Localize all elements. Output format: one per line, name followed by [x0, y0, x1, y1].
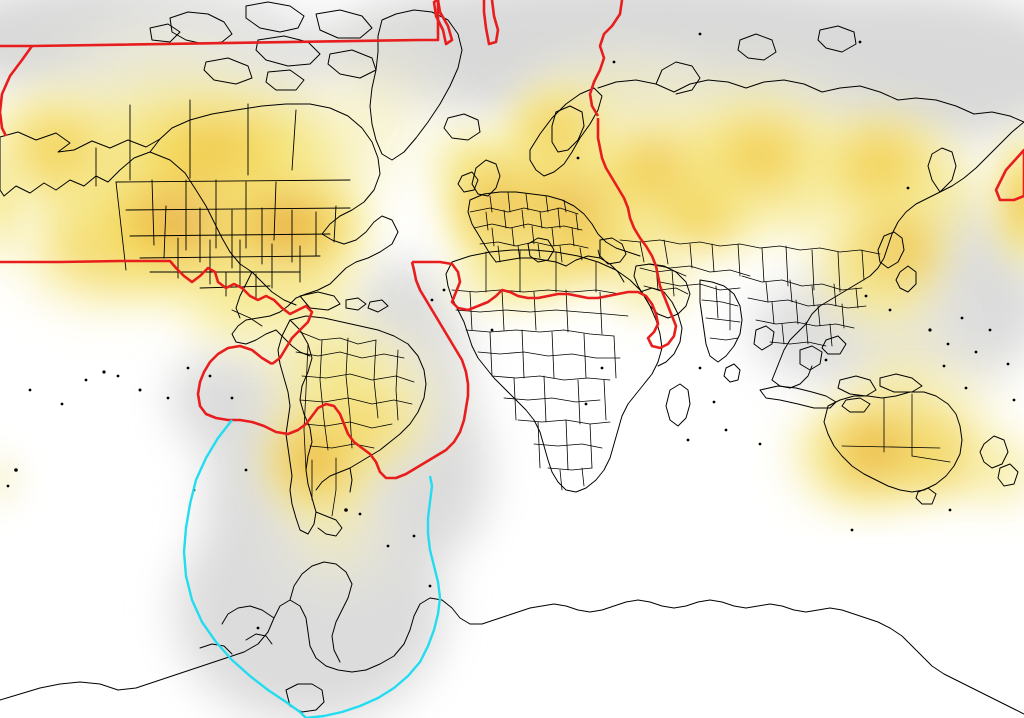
- hotspot: [795, 105, 965, 225]
- region-boundary-red-americas-west: [0, 45, 34, 137]
- admin-borders-eurasia: [469, 191, 881, 347]
- hotspot: [885, 410, 985, 500]
- hotspot: [960, 430, 1024, 510]
- admin-borders-south-america: [295, 331, 415, 517]
- admin-borders-australia: [841, 393, 951, 463]
- region-boundary-red-greenland: [432, 0, 454, 46]
- hotspot: [630, 170, 770, 260]
- coastline-antarctica: [0, 561, 1024, 715]
- region-boundary-red-bering: [994, 148, 1024, 202]
- admin-borders-africa: [451, 249, 629, 491]
- hotspot: [65, 80, 365, 220]
- region-boundary-red-us-south: [0, 259, 314, 366]
- region-boundary-red-south-america: [196, 261, 470, 480]
- region-boundary-red-north-africa: [412, 118, 678, 350]
- hotspot: [260, 400, 370, 520]
- hotspot: [0, 90, 135, 210]
- region-boundary-red-north: [0, 0, 440, 48]
- region-boundary-red-scandinavia: [588, 0, 624, 117]
- coastline-australia: [823, 391, 1019, 505]
- coastline-eurasia: [457, 25, 1024, 413]
- region-boundary-cyan-southern-ocean-east: [305, 475, 442, 718]
- small-islands: [6, 32, 1016, 630]
- region-boundary-cyan-southern-ocean: [182, 419, 307, 718]
- hotspot: [595, 245, 705, 325]
- region-boundary-red-greenland-east: [482, 0, 500, 46]
- coastline-south-america: [277, 315, 427, 537]
- hotspot: [250, 310, 420, 430]
- admin-borders-north-america: [95, 99, 351, 327]
